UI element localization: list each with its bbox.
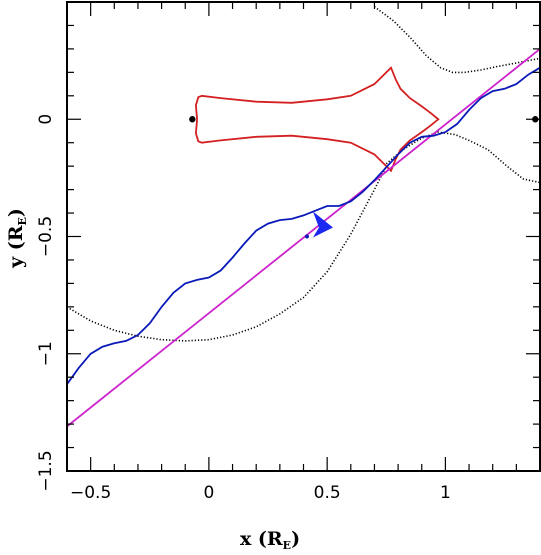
critical-curve-1 [373, 6, 540, 74]
y-tick-label: −1 [36, 341, 56, 366]
critical-curve-2 [385, 131, 540, 184]
critical-curve-0 [67, 165, 388, 342]
y-tick-label: 0 [36, 114, 56, 125]
arrow-tail-point [304, 234, 309, 239]
y-tick-label: −0.5 [36, 216, 56, 257]
source-trajectory-line [67, 48, 540, 428]
plot-area [67, 6, 540, 428]
y-tick-label: −1.5 [36, 450, 56, 491]
tick-labels: −0.5 0 0.5 1 −1.5 −1 −0.5 0 [36, 114, 451, 503]
x-tick-label: 1 [440, 483, 451, 503]
x-axis-label: x (RE) [240, 528, 300, 552]
caustic-curve [194, 66, 440, 173]
lens-point-0 [189, 116, 196, 123]
plot-lines [67, 6, 540, 428]
x-tick-label: 0 [203, 483, 214, 503]
direction-arrow [312, 211, 333, 238]
x-tick-label: −0.5 [70, 483, 111, 503]
y-axis-label: y (RE) [5, 208, 29, 269]
tick-marks [66, 1, 541, 472]
x-tick-label: 0.5 [314, 483, 341, 503]
image-trajectory-line [67, 66, 540, 385]
